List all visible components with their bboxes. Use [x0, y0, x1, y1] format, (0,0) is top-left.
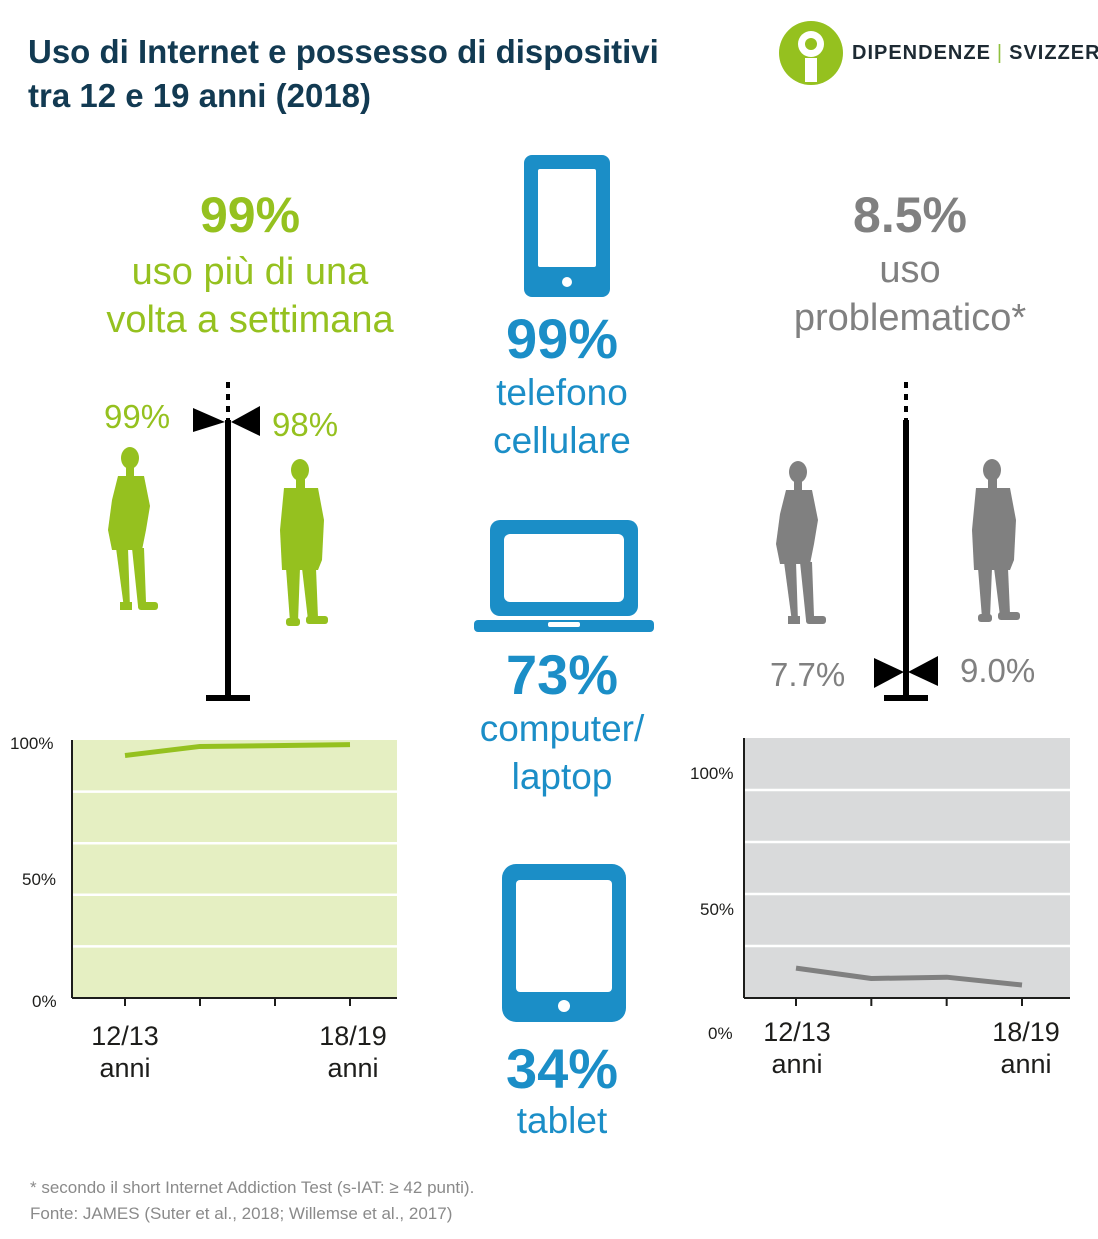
left-line-chart — [71, 740, 397, 1006]
footnote-source: Fonte: JAMES (Suter et al., 2018; Willem… — [30, 1204, 453, 1223]
plot-background — [72, 740, 397, 998]
footnote-definition: * secondo il short Internet Addiction Te… — [30, 1178, 475, 1197]
series-line — [124, 742, 351, 758]
page-title: Uso di Internet e possesso di dispositiv… — [28, 33, 659, 114]
female-marker-arrow — [874, 658, 904, 688]
device-phone-value: 99% — [505, 307, 619, 370]
right-ytick-100: 100% — [690, 764, 734, 783]
right-headline-text-1: uso — [879, 249, 941, 291]
left-comparison-graphic — [108, 382, 328, 701]
left-xtick-last: 18/19 anni — [293, 1020, 413, 1084]
right-xtick-first-line2: anni — [771, 1049, 823, 1079]
left-headline-text-2: volta a settimana — [106, 299, 394, 341]
series-line — [795, 965, 1023, 988]
left-xtick-first: 12/13 anni — [65, 1020, 185, 1084]
female-marker-arrow — [193, 408, 225, 432]
right-line-chart — [743, 738, 1070, 1006]
right-xtick-first: 12/13 anni — [737, 1016, 857, 1080]
left-xtick-first-line2: anni — [99, 1053, 151, 1083]
left-ytick-50: 50% — [22, 870, 57, 889]
left-xtick-last-line1: 18/19 — [319, 1021, 387, 1051]
device-laptop-label-2: laptop — [511, 756, 613, 797]
logo-icon — [779, 21, 843, 85]
laptop-icon — [474, 520, 654, 632]
left-ytick-100: 100% — [10, 734, 54, 753]
device-tablet-label-1: tablet — [516, 1100, 608, 1141]
right-comparison-graphic — [776, 382, 1020, 701]
right-xtick-last: 18/19 anni — [966, 1016, 1086, 1080]
right-headline-value: 8.5% — [853, 187, 967, 243]
left-xtick-last-line2: anni — [327, 1053, 379, 1083]
device-tablet-value: 34% — [505, 1037, 619, 1100]
male-silhouette-icon — [280, 459, 328, 626]
right-ytick-0: 0% — [708, 1024, 733, 1043]
plot-background — [744, 738, 1070, 998]
left-xtick-first-line1: 12/13 — [91, 1021, 159, 1051]
right-xtick-last-line2: anni — [1000, 1049, 1052, 1079]
right-male-value: 9.0% — [960, 652, 1036, 689]
left-ytick-0: 0% — [32, 992, 57, 1011]
tablet-icon — [502, 864, 626, 1022]
right-xtick-last-line1: 18/19 — [992, 1017, 1060, 1047]
left-headline-text-1: uso più di una — [131, 251, 369, 293]
female-silhouette-icon — [776, 461, 826, 624]
right-ytick-50: 50% — [700, 900, 735, 919]
device-laptop-label-1: computer/ — [479, 708, 645, 749]
device-phone-label-1: telefono — [496, 372, 628, 413]
male-silhouette-icon — [972, 459, 1020, 622]
smartphone-icon — [524, 155, 610, 297]
female-silhouette-icon — [108, 447, 158, 610]
right-headline-text-2: problematico* — [793, 297, 1027, 339]
left-male-value: 98% — [272, 406, 339, 443]
logo-separator: | — [996, 42, 1004, 64]
male-marker-arrow — [231, 406, 260, 436]
logo-left: DIPENDENZE — [852, 42, 991, 64]
device-phone-label-2: cellulare — [493, 420, 631, 461]
right-female-value: 7.7% — [770, 656, 846, 693]
logo-right: SVIZZERA — [1009, 42, 1098, 64]
male-marker-arrow — [908, 656, 938, 686]
right-xtick-first-line1: 12/13 — [763, 1017, 831, 1047]
left-headline-value: 99% — [199, 187, 301, 243]
logo-wordmark: DIPENDENZE|SVIZZERA — [852, 42, 1098, 65]
left-female-value: 99% — [104, 398, 171, 435]
device-laptop-value: 73% — [505, 643, 619, 706]
